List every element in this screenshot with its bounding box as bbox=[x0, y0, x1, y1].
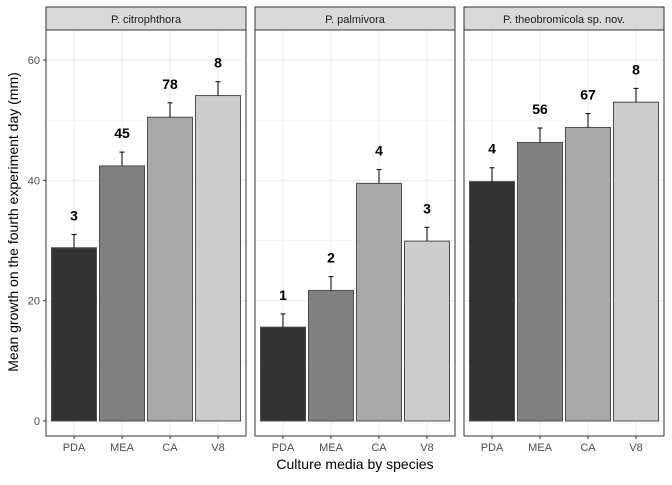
bar-count-label: 2 bbox=[327, 250, 335, 266]
bar bbox=[260, 326, 306, 422]
facet-panel: P. citrophthora 3 PDA 45 MEA 78 CA 8 V8 bbox=[45, 6, 247, 454]
bar-count-label: 1 bbox=[279, 287, 287, 303]
y-tick-label: 20 bbox=[28, 296, 40, 308]
bar-count-label: 8 bbox=[632, 61, 640, 77]
facet-panel: P. theobromicola sp. nov. 4 PDA 56 MEA 67 CA 8 V… bbox=[463, 6, 665, 454]
facet-panel: P. palmivora 1 PDA 2 MEA 4 CA 3 V8 bbox=[254, 6, 456, 454]
x-tick-label: PDA bbox=[63, 442, 86, 454]
x-tick-label: CA bbox=[371, 442, 387, 454]
bar-count-label: 78 bbox=[162, 76, 178, 92]
bar-count-label: 3 bbox=[70, 208, 78, 224]
bar bbox=[356, 182, 402, 422]
x-tick-label: V8 bbox=[629, 442, 642, 454]
y-axis: 0 20 40 60 bbox=[28, 55, 46, 428]
x-tick-label: MEA bbox=[319, 442, 344, 454]
bar bbox=[99, 165, 145, 422]
bar bbox=[195, 95, 241, 422]
y-tick-label: 60 bbox=[28, 55, 40, 67]
x-tick-label: CA bbox=[162, 442, 178, 454]
bar bbox=[613, 101, 659, 422]
panel-border bbox=[254, 29, 456, 437]
bar-count-label: 67 bbox=[580, 87, 596, 103]
bar bbox=[147, 116, 193, 422]
bar bbox=[308, 289, 354, 422]
bar-count-label: 8 bbox=[214, 55, 222, 71]
facet-title: P. palmivora bbox=[325, 14, 386, 26]
bar bbox=[51, 247, 97, 422]
y-tick-label: 0 bbox=[34, 416, 40, 428]
bar bbox=[517, 141, 563, 422]
x-tick-label: V8 bbox=[420, 442, 433, 454]
bar bbox=[469, 181, 515, 422]
x-axis-title: Culture media by species bbox=[276, 456, 433, 472]
facet-title: P. theobromicola sp. nov. bbox=[503, 14, 625, 26]
y-tick-label: 40 bbox=[28, 175, 40, 187]
facet-title: P. citrophthora bbox=[111, 14, 182, 26]
bar-count-label: 4 bbox=[488, 141, 496, 157]
x-tick-label: PDA bbox=[481, 442, 504, 454]
panel-border bbox=[45, 29, 247, 437]
bar-count-label: 56 bbox=[532, 101, 548, 117]
bar-count-label: 3 bbox=[423, 200, 431, 216]
bar bbox=[404, 240, 450, 422]
bar bbox=[565, 126, 611, 422]
x-tick-label: CA bbox=[580, 442, 596, 454]
y-axis-title: Mean growth on the fourth experiment day… bbox=[5, 72, 21, 372]
x-tick-label: V8 bbox=[211, 442, 224, 454]
x-tick-label: MEA bbox=[110, 442, 135, 454]
x-tick-label: MEA bbox=[528, 442, 553, 454]
bar-count-label: 45 bbox=[114, 125, 130, 141]
panel-border bbox=[463, 29, 665, 437]
x-tick-label: PDA bbox=[272, 442, 295, 454]
bar-count-label: 4 bbox=[375, 143, 383, 159]
